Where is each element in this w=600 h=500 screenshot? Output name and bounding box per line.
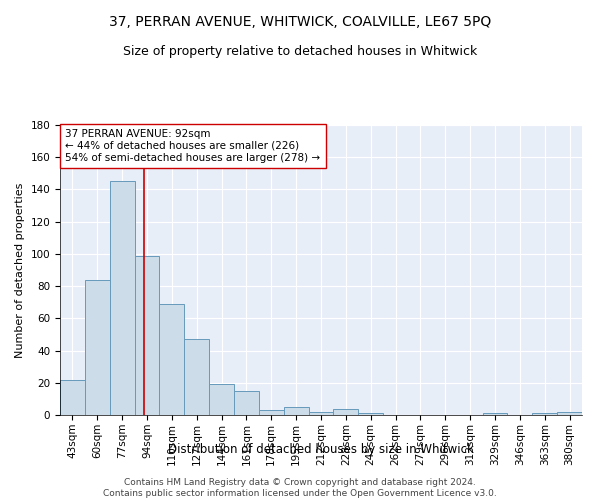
Bar xyxy=(557,412,582,415)
Bar xyxy=(110,182,134,415)
Y-axis label: Number of detached properties: Number of detached properties xyxy=(15,182,25,358)
Bar xyxy=(184,340,209,415)
Bar xyxy=(85,280,110,415)
Bar xyxy=(160,304,184,415)
Bar xyxy=(308,412,334,415)
Bar xyxy=(134,256,160,415)
Text: 37, PERRAN AVENUE, WHITWICK, COALVILLE, LE67 5PQ: 37, PERRAN AVENUE, WHITWICK, COALVILLE, … xyxy=(109,15,491,29)
Bar xyxy=(334,408,358,415)
Text: Size of property relative to detached houses in Whitwick: Size of property relative to detached ho… xyxy=(123,45,477,58)
Bar xyxy=(284,407,308,415)
Text: Distribution of detached houses by size in Whitwick: Distribution of detached houses by size … xyxy=(168,442,474,456)
Bar xyxy=(532,414,557,415)
Bar xyxy=(358,414,383,415)
Bar xyxy=(259,410,284,415)
Bar xyxy=(60,380,85,415)
Bar xyxy=(482,414,508,415)
Bar xyxy=(234,391,259,415)
Text: Contains HM Land Registry data © Crown copyright and database right 2024.
Contai: Contains HM Land Registry data © Crown c… xyxy=(103,478,497,498)
Bar xyxy=(209,384,234,415)
Text: 37 PERRAN AVENUE: 92sqm
← 44% of detached houses are smaller (226)
54% of semi-d: 37 PERRAN AVENUE: 92sqm ← 44% of detache… xyxy=(65,130,320,162)
